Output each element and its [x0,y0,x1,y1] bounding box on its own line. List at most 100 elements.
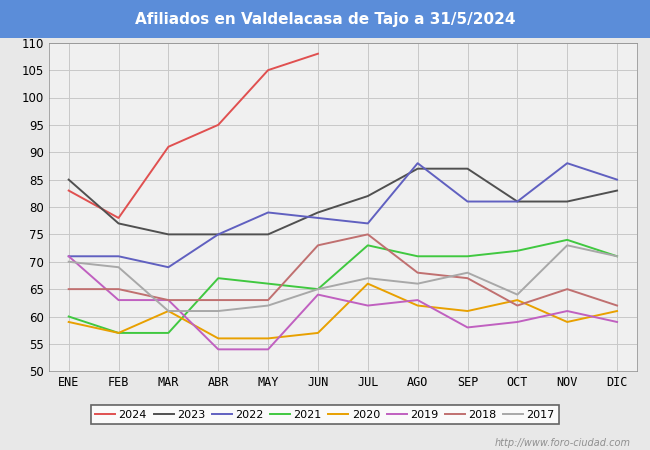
2020 [364,281,372,286]
2021 [414,254,422,259]
2019 [414,297,422,303]
2017 [114,265,122,270]
2021 [314,287,322,292]
2024 [114,215,122,220]
Line: 2017: 2017 [69,245,617,311]
2017 [463,270,471,275]
2019 [164,297,172,303]
Line: 2019: 2019 [69,256,617,349]
2018 [314,243,322,248]
2018 [613,303,621,308]
2018 [114,287,122,292]
2020 [114,330,122,336]
2019 [613,320,621,325]
2023 [463,166,471,171]
2020 [414,303,422,308]
2022 [564,161,571,166]
2017 [214,308,222,314]
2024 [264,68,272,73]
2017 [65,259,73,265]
2020 [264,336,272,341]
2019 [264,346,272,352]
2019 [463,325,471,330]
2018 [564,287,571,292]
2020 [463,308,471,314]
2022 [65,254,73,259]
2020 [164,308,172,314]
2022 [414,161,422,166]
2021 [564,237,571,243]
Line: 2020: 2020 [69,284,617,338]
2024 [65,188,73,194]
2017 [364,275,372,281]
2021 [264,281,272,286]
2022 [463,199,471,204]
2020 [514,297,521,303]
2023 [514,199,521,204]
2021 [613,254,621,259]
2023 [65,177,73,182]
Line: 2022: 2022 [69,163,617,267]
2018 [514,303,521,308]
2021 [214,275,222,281]
2019 [564,308,571,314]
2018 [364,232,372,237]
2023 [414,166,422,171]
2021 [463,254,471,259]
2018 [264,297,272,303]
2022 [514,199,521,204]
2022 [613,177,621,182]
Line: 2024: 2024 [69,54,318,218]
2018 [65,287,73,292]
2021 [364,243,372,248]
Line: 2018: 2018 [69,234,617,306]
Text: Afiliados en Valdelacasa de Tajo a 31/5/2024: Afiliados en Valdelacasa de Tajo a 31/5/… [135,12,515,27]
2023 [264,232,272,237]
2022 [264,210,272,215]
2023 [214,232,222,237]
2022 [314,215,322,220]
2019 [65,254,73,259]
2017 [613,254,621,259]
2024 [314,51,322,56]
2023 [164,232,172,237]
2022 [364,221,372,226]
2024 [164,144,172,149]
2022 [164,265,172,270]
2019 [114,297,122,303]
2022 [114,254,122,259]
2017 [414,281,422,286]
2019 [214,346,222,352]
2018 [463,275,471,281]
2017 [314,287,322,292]
2021 [164,330,172,336]
2021 [514,248,521,253]
2018 [164,297,172,303]
2023 [364,194,372,199]
2020 [564,320,571,325]
2019 [514,320,521,325]
2017 [564,243,571,248]
2023 [114,221,122,226]
2017 [264,303,272,308]
2019 [364,303,372,308]
2018 [214,297,222,303]
2020 [214,336,222,341]
2024 [214,122,222,128]
2021 [65,314,73,319]
2022 [214,232,222,237]
Legend: 2024, 2023, 2022, 2021, 2020, 2019, 2018, 2017: 2024, 2023, 2022, 2021, 2020, 2019, 2018… [91,405,559,424]
2023 [564,199,571,204]
2019 [314,292,322,297]
2020 [65,320,73,325]
Text: http://www.foro-ciudad.com: http://www.foro-ciudad.com [495,438,630,448]
2018 [414,270,422,275]
2023 [613,188,621,194]
2020 [314,330,322,336]
2021 [114,330,122,336]
Line: 2021: 2021 [69,240,617,333]
2023 [314,210,322,215]
2017 [514,292,521,297]
2017 [164,308,172,314]
2020 [613,308,621,314]
